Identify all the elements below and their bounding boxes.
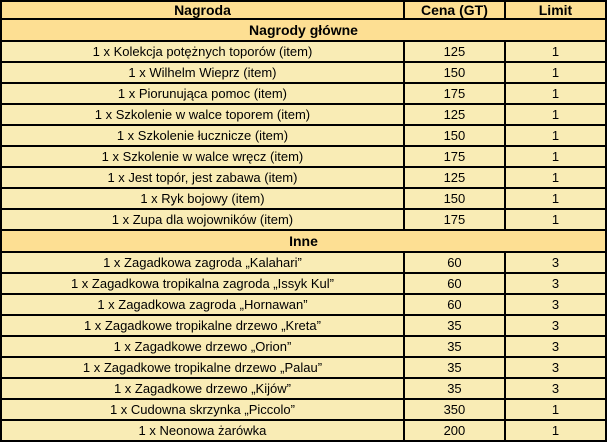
prize-cell: 1 x Cudowna skrzynka „Piccolo”: [0, 397, 405, 421]
table-row: 1 x Jest topór, jest zabawa (item) 125 1: [0, 166, 607, 189]
prize-cell: 1 x Wilhelm Wieprz (item): [0, 61, 405, 85]
price-cell: 125: [402, 103, 506, 127]
price-cell: 35: [402, 355, 506, 379]
table-row: 1 x Zagadkowe drzewo „Orion” 35 3: [0, 335, 607, 358]
price-cell: 175: [402, 207, 506, 231]
price-cell: 350: [402, 397, 506, 421]
price-cell: 150: [402, 124, 506, 148]
section-title: Inne: [0, 228, 607, 254]
prize-cell: 1 x Zagadkowe tropikalne drzewo „Palau”: [0, 355, 405, 379]
limit-cell: 3: [503, 376, 607, 400]
price-cell: 60: [402, 251, 506, 275]
prize-cell: 1 x Zagadkowe drzewo „Kijów”: [0, 376, 405, 400]
prize-cell: 1 x Jest topór, jest zabawa (item): [0, 166, 405, 189]
limit-cell: 1: [503, 61, 607, 85]
table-row: 1 x Cudowna skrzynka „Piccolo” 350 1: [0, 397, 607, 421]
table-row: 1 x Kolekcja potężnych toporów (item) 125…: [0, 40, 607, 64]
limit-cell: 1: [503, 40, 607, 64]
prize-cell: 1 x Zagadkowe tropikalne drzewo „Kreta”: [0, 314, 405, 337]
table-row: 1 x Piorunująca pomoc (item) 175 1: [0, 82, 607, 106]
prize-cell: 1 x Zagadkowa zagroda „Hornawan”: [0, 293, 405, 317]
limit-cell: 1: [503, 82, 607, 106]
limit-cell: 3: [503, 335, 607, 358]
price-cell: 175: [402, 145, 506, 169]
price-cell: 200: [402, 418, 506, 442]
price-cell: 35: [402, 314, 506, 337]
table-row: 1 x Zagadkowa zagroda „Hornawan” 60 3: [0, 293, 607, 317]
prize-cell: 1 x Zagadkowa tropikalna zagroda „Issyk …: [0, 272, 405, 296]
limit-cell: 1: [503, 418, 607, 442]
table-row: 1 x Wilhelm Wieprz (item) 150 1: [0, 61, 607, 85]
prize-cell: 1 x Piorunująca pomoc (item): [0, 82, 405, 106]
limit-cell: 1: [503, 397, 607, 421]
prize-cell: 1 x Zagadkowe drzewo „Orion”: [0, 335, 405, 358]
limit-cell: 1: [503, 186, 607, 210]
table-row: 1 x Neonowa żarówka 200 1: [0, 418, 607, 442]
price-cell: 60: [402, 272, 506, 296]
limit-cell: 3: [503, 251, 607, 275]
price-cell: 150: [402, 61, 506, 85]
price-cell: 125: [402, 40, 506, 64]
prize-cell: 1 x Zagadkowa zagroda „Kalahari”: [0, 251, 405, 275]
limit-cell: 1: [503, 103, 607, 127]
limit-cell: 3: [503, 272, 607, 296]
prize-cell: 1 x Szkolenie w walce wręcz (item): [0, 145, 405, 169]
table-row: 1 x Szkolenie w walce toporem (item) 125 1: [0, 103, 607, 127]
table-row: 1 x Ryk bojowy (item) 150 1: [0, 186, 607, 210]
prize-cell: 1 x Ryk bojowy (item): [0, 186, 405, 210]
col-header-price: Cena (GT): [402, 0, 506, 20]
prize-cell: 1 x Zupa dla wojowników (item): [0, 207, 405, 231]
table-row: 1 x Zagadkowe tropikalne drzewo „Kreta” 3…: [0, 314, 607, 337]
col-header-limit: Limit: [503, 0, 607, 20]
prize-cell: 1 x Neonowa żarówka: [0, 418, 405, 442]
price-cell: 150: [402, 186, 506, 210]
table-row: 1 x Szkolenie w walce wręcz (item) 175 1: [0, 145, 607, 169]
table-row: 1 x Zagadkowa tropikalna zagroda „Issyk …: [0, 272, 607, 296]
prize-cell: 1 x Szkolenie w walce toporem (item): [0, 103, 405, 127]
table-row: 1 x Zagadkowa zagroda „Kalahari” 60 3: [0, 251, 607, 275]
section-header-row: Nagrody główne: [0, 17, 607, 43]
section-title: Nagrody główne: [0, 17, 607, 43]
price-cell: 60: [402, 293, 506, 317]
limit-cell: 1: [503, 124, 607, 148]
section-header-row: Inne: [0, 228, 607, 254]
limit-cell: 3: [503, 314, 607, 337]
price-cell: 175: [402, 82, 506, 106]
limit-cell: 1: [503, 145, 607, 169]
table-row: 1 x Zupa dla wojowników (item) 175 1: [0, 207, 607, 231]
prize-cell: 1 x Szkolenie łucznicze (item): [0, 124, 405, 148]
limit-cell: 1: [503, 207, 607, 231]
prize-cell: 1 x Kolekcja potężnych toporów (item): [0, 40, 405, 64]
table-row: 1 x Szkolenie łucznicze (item) 150 1: [0, 124, 607, 148]
limit-cell: 3: [503, 355, 607, 379]
price-cell: 35: [402, 335, 506, 358]
limit-cell: 1: [503, 166, 607, 189]
column-header-row: Nagroda Cena (GT) Limit: [0, 0, 607, 20]
table-row: 1 x Zagadkowe drzewo „Kijów” 35 3: [0, 376, 607, 400]
price-cell: 35: [402, 376, 506, 400]
table-row: 1 x Zagadkowe tropikalne drzewo „Palau” 3…: [0, 355, 607, 379]
limit-cell: 3: [503, 293, 607, 317]
price-cell: 125: [402, 166, 506, 189]
col-header-prize: Nagroda: [0, 0, 405, 20]
